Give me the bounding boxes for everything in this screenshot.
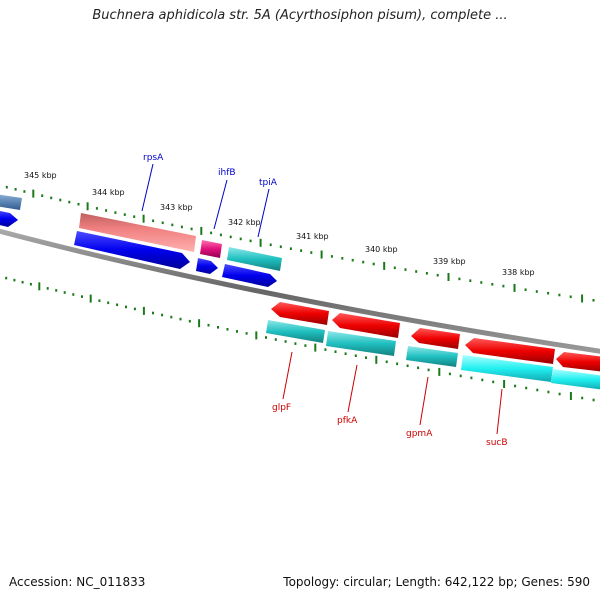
gene-label-rpsA[interactable]: rpsA [143,153,164,163]
gene-cds-sucB[interactable] [465,338,555,364]
leader-glpF [282,351,293,400]
scale-label-338: 338 kbp [502,268,535,277]
gene-cds-gpmA[interactable] [411,328,460,349]
forward-strand-features [0,194,282,287]
scale-label-341: 341 kbp [296,232,329,241]
gene-label-leaders [141,163,503,435]
reverse-strand-features [266,302,600,390]
gene-cds-ihfB[interactable] [196,258,218,274]
map-title: Buchnera aphidicola str. 5A (Acyrthosiph… [92,8,508,23]
gene-cds-tpiA[interactable] [222,264,277,287]
scale-label-340: 340 kbp [365,245,398,254]
gene-feature-tpiA[interactable] [227,247,282,271]
leader-rpsA [141,163,154,212]
leader-pfkA [347,364,358,413]
gene-cds-rpsA[interactable] [74,231,190,269]
gene-label-tpiA[interactable]: tpiA [259,178,278,188]
gene-feature-glpF[interactable] [266,320,325,343]
gene-feature-rpsA[interactable] [79,213,196,252]
gene-cds-right-red[interactable] [556,352,600,372]
scale-label-343: 343 kbp [160,203,193,212]
gene-cds-left-blue[interactable] [0,210,18,227]
leader-gpmA [419,376,429,426]
gene-feature-sucB[interactable] [461,355,553,382]
gene-label-glpF[interactable]: glpF [272,403,291,413]
gene-feature-right-cyan[interactable] [551,369,600,390]
scale-label-344: 344 kbp [92,188,125,197]
gene-feature-steel[interactable] [0,194,22,210]
gene-feature-ihfB[interactable] [200,240,222,258]
leader-ihfB [213,179,228,230]
gene-feature-gpmA[interactable] [406,346,458,367]
scale-label-339: 339 kbp [433,257,466,266]
scale-label-345: 345 kbp [24,171,57,180]
leader-sucB [496,388,503,435]
leader-tpiA [257,188,270,238]
accession-text: Accession: NC_011833 [9,575,146,589]
genome-summary-text: Topology: circular; Length: 642,122 bp; … [283,575,590,589]
gene-cds-pfkA[interactable] [332,313,400,338]
genome-backbone [0,228,600,354]
gene-label-ihfB[interactable]: ihfB [218,168,236,178]
scale-label-342: 342 kbp [228,218,261,227]
gene-label-pfkA[interactable]: pfkA [337,416,358,426]
gene-cds-glpF[interactable] [271,302,329,325]
gene-label-gpmA[interactable]: gpmA [406,429,433,439]
outer-tick-ring [5,185,595,303]
inner-tick-ring [5,276,595,402]
gene-label-sucB[interactable]: sucB [486,438,508,448]
gene-feature-pfkA[interactable] [326,331,396,356]
